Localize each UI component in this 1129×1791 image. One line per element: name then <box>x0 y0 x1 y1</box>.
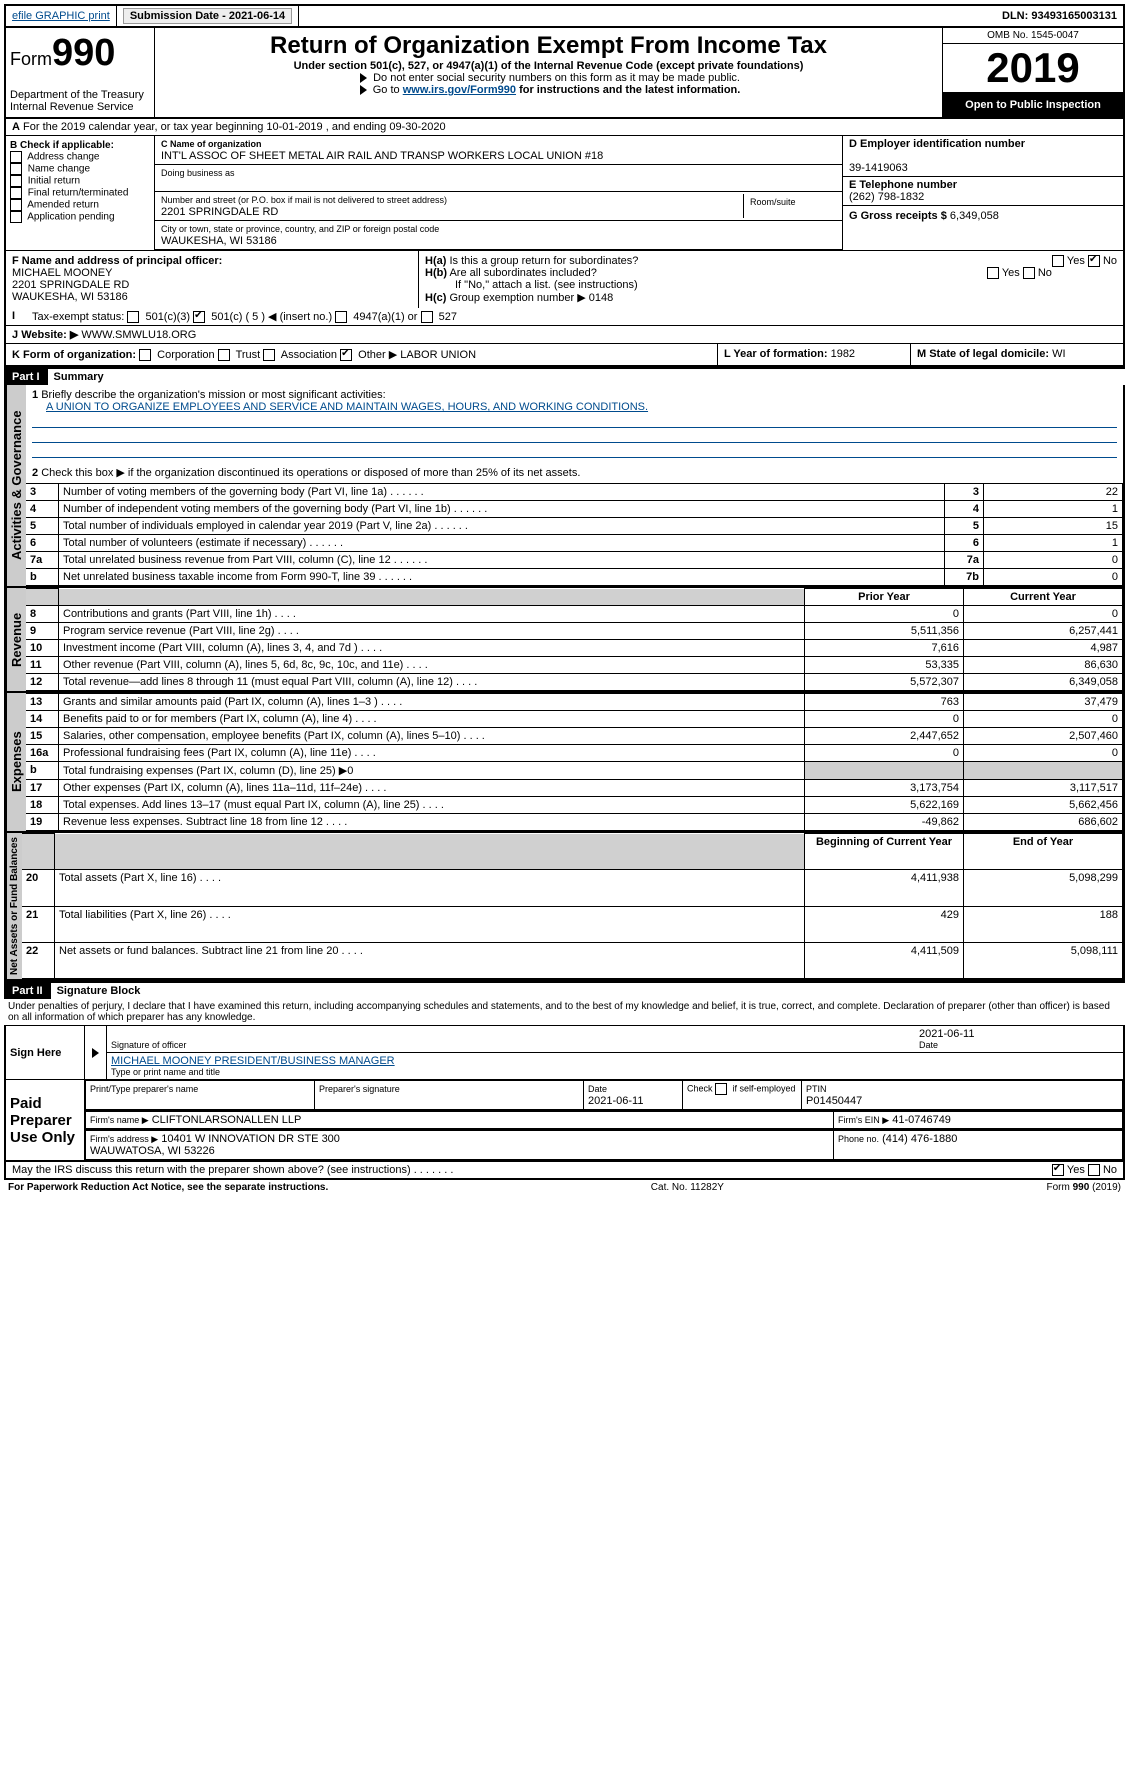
gross-receipts: 6,349,058 <box>950 210 999 222</box>
i-527-checkbox[interactable] <box>421 311 433 323</box>
k-corp-checkbox[interactable] <box>139 349 151 361</box>
note-ssn: Do not enter social security numbers on … <box>159 72 938 84</box>
pra-notice: For Paperwork Reduction Act Notice, see … <box>8 1182 328 1193</box>
paid-preparer-label: Paid Preparer Use Only <box>5 1080 85 1162</box>
discuss-no-checkbox[interactable] <box>1088 1164 1100 1176</box>
part-ii-title: Signature Block <box>51 983 147 999</box>
dln: DLN: 93493165003131 <box>996 6 1123 26</box>
b-checkbox[interactable] <box>10 199 22 211</box>
vtab-governance: Activities & Governance <box>6 385 26 586</box>
vtab-expenses: Expenses <box>6 693 26 831</box>
discuss-label: May the IRS discuss this return with the… <box>12 1164 1052 1176</box>
cat-no: Cat. No. 11282Y <box>651 1182 724 1193</box>
b-checkbox[interactable] <box>10 187 22 199</box>
declaration: Under penalties of perjury, I declare th… <box>4 999 1125 1025</box>
irs-label: Internal Revenue Service <box>10 101 150 113</box>
tax-year: 2019 <box>943 44 1123 93</box>
form-subtitle: Under section 501(c), 527, or 4947(a)(1)… <box>159 60 938 72</box>
efile-link[interactable]: efile GRAPHIC print <box>6 6 117 26</box>
b-checkbox[interactable] <box>10 211 22 223</box>
self-employed-checkbox[interactable] <box>715 1083 727 1095</box>
expenses-table: 13Grants and similar amounts paid (Part … <box>26 693 1123 831</box>
netassets-table: Beginning of Current YearEnd of Year20To… <box>22 833 1123 979</box>
submission-date-button[interactable]: Submission Date - 2021-06-14 <box>123 8 292 24</box>
omb: OMB No. 1545-0047 <box>943 28 1123 44</box>
box-de: D Employer identification number39-14190… <box>843 136 1123 250</box>
b-checkbox[interactable] <box>10 151 22 163</box>
form-footer: Form 990 (2019) <box>1047 1182 1121 1193</box>
sign-here-label: Sign Here <box>5 1026 85 1080</box>
line2-label: Check this box ▶ if the organization dis… <box>41 467 580 479</box>
org-city: WAUKESHA, WI 53186 <box>161 235 277 247</box>
officer-typed: MICHAEL MOONEY PRESIDENT/BUSINESS MANAGE… <box>111 1055 395 1067</box>
ptin: P01450447 <box>806 1095 862 1107</box>
discuss-yes-checkbox[interactable] <box>1052 1164 1064 1176</box>
pen-icon <box>92 1048 99 1058</box>
ha-yes-checkbox[interactable] <box>1052 255 1064 267</box>
firm-phone: (414) 476-1880 <box>882 1133 957 1145</box>
website: WWW.SMWLU18.ORG <box>81 329 196 341</box>
box-m: M State of legal domicile: WI <box>911 344 1123 365</box>
governance-table: 3Number of voting members of the governi… <box>26 483 1123 586</box>
b-checkbox[interactable] <box>10 175 22 187</box>
mission-text: A UNION TO ORGANIZE EMPLOYEES AND SERVIC… <box>46 401 648 413</box>
irs-link[interactable]: www.irs.gov/Form990 <box>403 84 516 96</box>
k-assoc-checkbox[interactable] <box>263 349 275 361</box>
k-trust-checkbox[interactable] <box>218 349 230 361</box>
ein: 39-1419063 <box>849 162 908 174</box>
form-header: Form990 Department of the Treasury Inter… <box>4 28 1125 119</box>
b-checkbox[interactable] <box>10 163 22 175</box>
tax-year-line: For the 2019 calendar year, or tax year … <box>23 121 446 133</box>
box-h: H(a) Is this a group return for subordin… <box>419 251 1123 308</box>
form-title: Return of Organization Exempt From Incom… <box>159 32 938 60</box>
part-i-header: Part I <box>4 369 48 385</box>
entity-block: A For the 2019 calendar year, or tax yea… <box>4 119 1125 367</box>
open-public: Open to Public Inspection <box>943 93 1123 117</box>
revenue-table: Prior YearCurrent Year8Contributions and… <box>26 588 1123 691</box>
phone: (262) 798-1832 <box>849 191 924 203</box>
ha-no-checkbox[interactable] <box>1088 255 1100 267</box>
vtab-netassets: Net Assets or Fund Balances <box>6 833 22 979</box>
dept-label: Department of the Treasury <box>10 89 150 101</box>
org-address: 2201 SPRINGDALE RD <box>161 206 278 218</box>
i-501c3-checkbox[interactable] <box>127 311 139 323</box>
form-990-label: Form990 <box>10 32 150 75</box>
vtab-revenue: Revenue <box>6 588 26 691</box>
firm-ein: 41-0746749 <box>892 1114 951 1126</box>
org-name: INT'L ASSOC OF SHEET METAL AIR RAIL AND … <box>161 150 603 162</box>
signature-table: Sign Here 2021-06-11 Signature of office… <box>4 1025 1125 1162</box>
line1-label: Briefly describe the organization's miss… <box>41 389 385 401</box>
note-link: Go to www.irs.gov/Form990 for instructio… <box>159 84 938 96</box>
hb-yes-checkbox[interactable] <box>987 267 999 279</box>
box-k: K Form of organization: Corporation Trus… <box>6 344 718 365</box>
box-l: L Year of formation: 1982 <box>718 344 911 365</box>
firm-name: CLIFTONLARSONALLEN LLP <box>152 1114 302 1126</box>
box-b: B Check if applicable: Address change Na… <box>6 136 155 250</box>
part-i-title: Summary <box>48 369 110 385</box>
part-ii-header: Part II <box>4 983 51 999</box>
box-c: C Name of organizationINT'L ASSOC OF SHE… <box>155 136 843 250</box>
box-i: I Tax-exempt status: 501(c)(3) 501(c) ( … <box>6 308 1123 326</box>
i-501c-checkbox[interactable] <box>193 311 205 323</box>
hb-no-checkbox[interactable] <box>1023 267 1035 279</box>
k-other-checkbox[interactable] <box>340 349 352 361</box>
top-bar: efile GRAPHIC print Submission Date - 20… <box>4 4 1125 28</box>
box-j: J Website: ▶ WWW.SMWLU18.ORG <box>6 326 1123 344</box>
box-f: F Name and address of principal officer:… <box>6 251 419 308</box>
firm-address: 10401 W INNOVATION DR STE 300 <box>161 1133 340 1145</box>
i-4947-checkbox[interactable] <box>335 311 347 323</box>
